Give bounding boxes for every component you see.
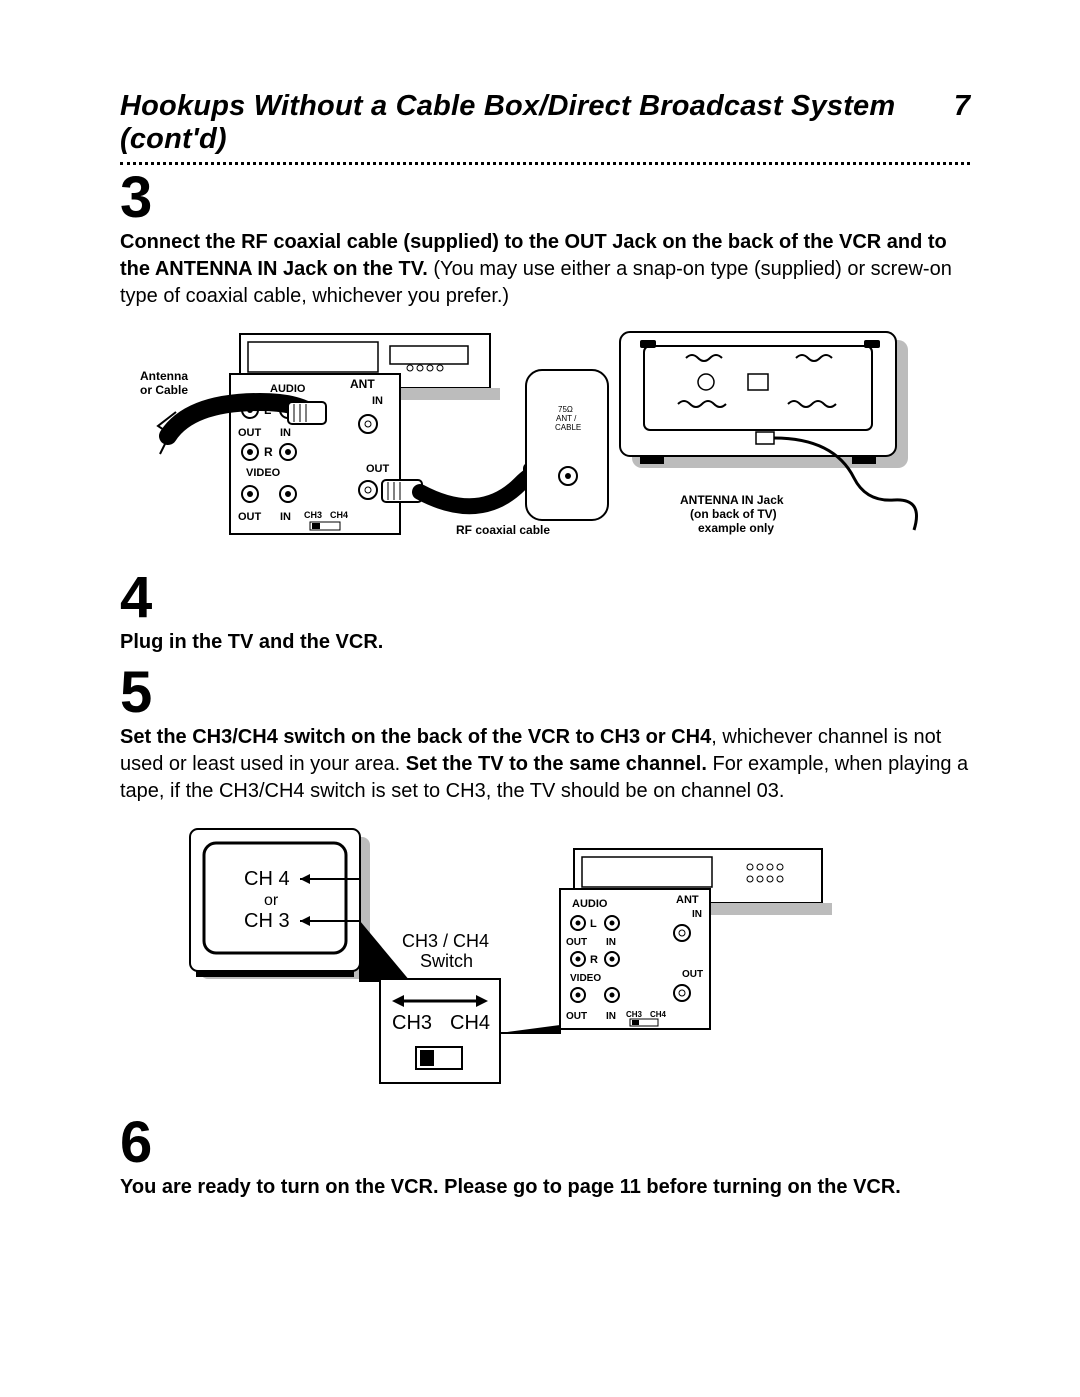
d1-ch3: CH3 — [304, 510, 322, 520]
d2-pch3: CH3 — [626, 1010, 643, 1019]
page-header: Hookups Without a Cable Box/Direct Broad… — [120, 90, 970, 156]
d1-ant-in: IN — [372, 395, 383, 407]
d2-ant-in: IN — [692, 909, 702, 920]
diagram-ch-switch: CH 4 or CH 3 CH3 / CH4 Switch CH3 CH4 — [120, 819, 970, 1104]
d1-antenna-l1: Antenna — [140, 369, 188, 383]
d2-r: R — [590, 954, 598, 966]
step-4-number: 4 — [120, 569, 970, 627]
diagram-1-svg: AUDIO L OUT IN R VIDEO OUT IN CH3 CH4 AN… — [120, 324, 960, 554]
d1-audio-label: AUDIO — [270, 383, 306, 395]
d2-ant-out: OUT — [682, 969, 703, 980]
d1-coax-l2: ANT / — [556, 414, 577, 423]
d2-pch4: CH4 — [650, 1010, 667, 1019]
d2-video: VIDEO — [570, 973, 601, 984]
d2-sw-ch4: CH4 — [450, 1012, 490, 1034]
step-6-number: 6 — [120, 1114, 970, 1172]
step-3-number: 3 — [120, 169, 970, 227]
d1-video-label: VIDEO — [246, 467, 281, 479]
step-3-text: Connect the RF coaxial cable (supplied) … — [120, 229, 970, 310]
d1-coax-l3: CABLE — [555, 423, 581, 432]
diagram-2-svg: CH 4 or CH 3 CH3 / CH4 Switch CH3 CH4 — [120, 819, 840, 1099]
d1-in-2: IN — [280, 511, 291, 523]
d2-switch-l1: CH3 / CH4 — [402, 931, 489, 951]
d2-ch4: CH 4 — [244, 868, 290, 890]
step-5-bold-b: Set the TV to the same channel. — [406, 753, 707, 775]
step-5-number: 5 — [120, 664, 970, 722]
d2-switch-l2: Switch — [420, 951, 473, 971]
d2-l: L — [590, 918, 597, 930]
step-5-bold-a: Set the CH3/CH4 switch on the back of th… — [120, 726, 711, 748]
step-5-text: Set the CH3/CH4 switch on the back of th… — [120, 724, 970, 805]
d1-rf-label: RF coaxial cable — [456, 523, 550, 537]
page-title: Hookups Without a Cable Box/Direct Broad… — [120, 90, 942, 156]
d2-ch3: CH 3 — [244, 910, 290, 932]
d1-ant-label: ANT — [350, 377, 375, 391]
d2-or: or — [264, 892, 279, 909]
d1-ch4: CH4 — [330, 510, 348, 520]
d2-in2: IN — [606, 1011, 616, 1022]
diagram-vcr-tv-hookup: AUDIO L OUT IN R VIDEO OUT IN CH3 CH4 AN… — [120, 324, 970, 559]
d1-ant-out: OUT — [366, 463, 390, 475]
step-4-bold: Plug in the TV and the VCR. — [120, 631, 383, 653]
d2-out2: OUT — [566, 1011, 587, 1022]
d1-out-2: OUT — [238, 511, 262, 523]
step-4-text: Plug in the TV and the VCR. — [120, 629, 970, 656]
d2-audio: AUDIO — [572, 898, 608, 910]
page-number: 7 — [954, 90, 970, 123]
step-6-text: You are ready to turn on the VCR. Please… — [120, 1174, 970, 1201]
d2-out1: OUT — [566, 937, 587, 948]
d1-coax-l1: 75Ω — [558, 405, 573, 414]
d2-ant: ANT — [676, 894, 699, 906]
d1-tv-l2: (on back of TV) — [690, 507, 777, 521]
d1-antenna-l2: or Cable — [140, 383, 188, 397]
d1-in-1: IN — [280, 427, 291, 439]
d1-tv-l1: ANTENNA IN Jack — [680, 493, 784, 507]
manual-page: Hookups Without a Cable Box/Direct Broad… — [0, 0, 1080, 1269]
d1-r-label: R — [264, 445, 273, 459]
step-6-bold: You are ready to turn on the VCR. Please… — [120, 1176, 901, 1198]
d2-in1: IN — [606, 937, 616, 948]
header-rule — [120, 162, 970, 165]
d1-out-1: OUT — [238, 427, 262, 439]
d2-sw-ch3: CH3 — [392, 1012, 432, 1034]
d1-tv-l3: example only — [698, 521, 774, 535]
